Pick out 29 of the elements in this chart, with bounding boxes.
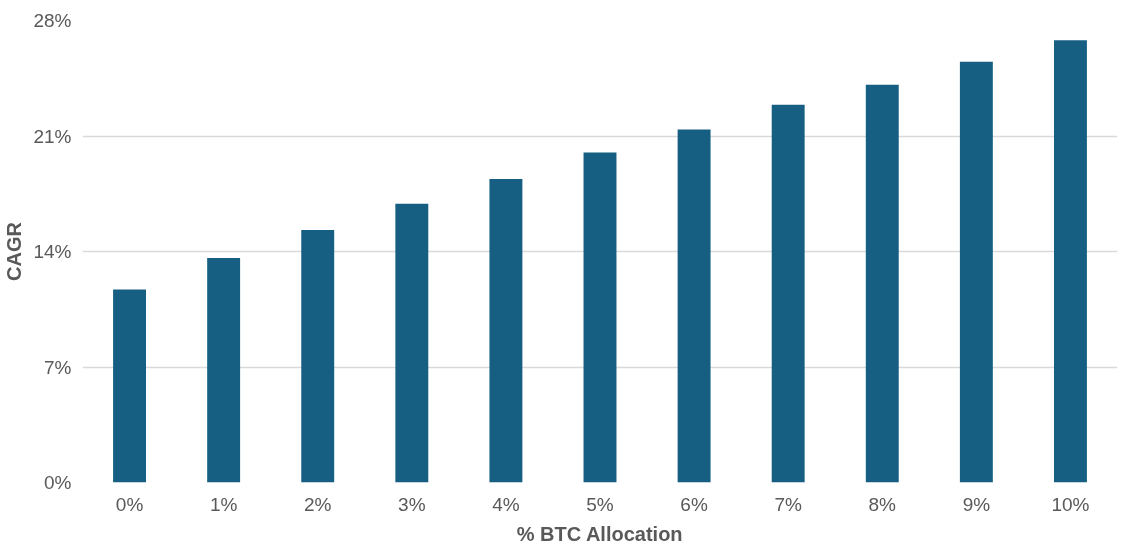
x-tick-label: 3% <box>398 493 426 515</box>
bar <box>771 104 805 483</box>
x-tick-label: 2% <box>304 493 332 515</box>
x-tick-label: 6% <box>680 493 708 515</box>
bar <box>113 289 147 483</box>
bar <box>301 230 335 483</box>
y-tick-label: 28% <box>33 10 72 31</box>
bar <box>959 61 993 483</box>
x-tick-label: 1% <box>209 493 238 515</box>
bar <box>583 152 617 483</box>
bar <box>865 84 899 483</box>
y-tick-label: 7% <box>44 356 72 378</box>
x-tick-label: 9% <box>962 493 991 515</box>
x-tick-label: 5% <box>586 493 614 515</box>
x-tick-label: 8% <box>868 493 897 515</box>
bar <box>677 129 711 483</box>
x-tick-label: 0% <box>115 493 144 515</box>
bar <box>1053 40 1087 483</box>
bar <box>207 258 241 483</box>
x-tick-label: 10% <box>1051 493 1090 515</box>
x-tick-label: 7% <box>774 493 803 515</box>
y-tick-label: 0% <box>44 472 72 493</box>
y-tick-label: 21% <box>33 125 72 147</box>
x-tick-label: 4% <box>492 493 520 515</box>
bar <box>395 203 429 483</box>
bar <box>489 178 523 483</box>
y-axis-title: CAGR <box>3 221 26 281</box>
x-axis-title: % BTC Allocation <box>516 522 683 545</box>
y-tick-label: 14% <box>33 241 72 262</box>
